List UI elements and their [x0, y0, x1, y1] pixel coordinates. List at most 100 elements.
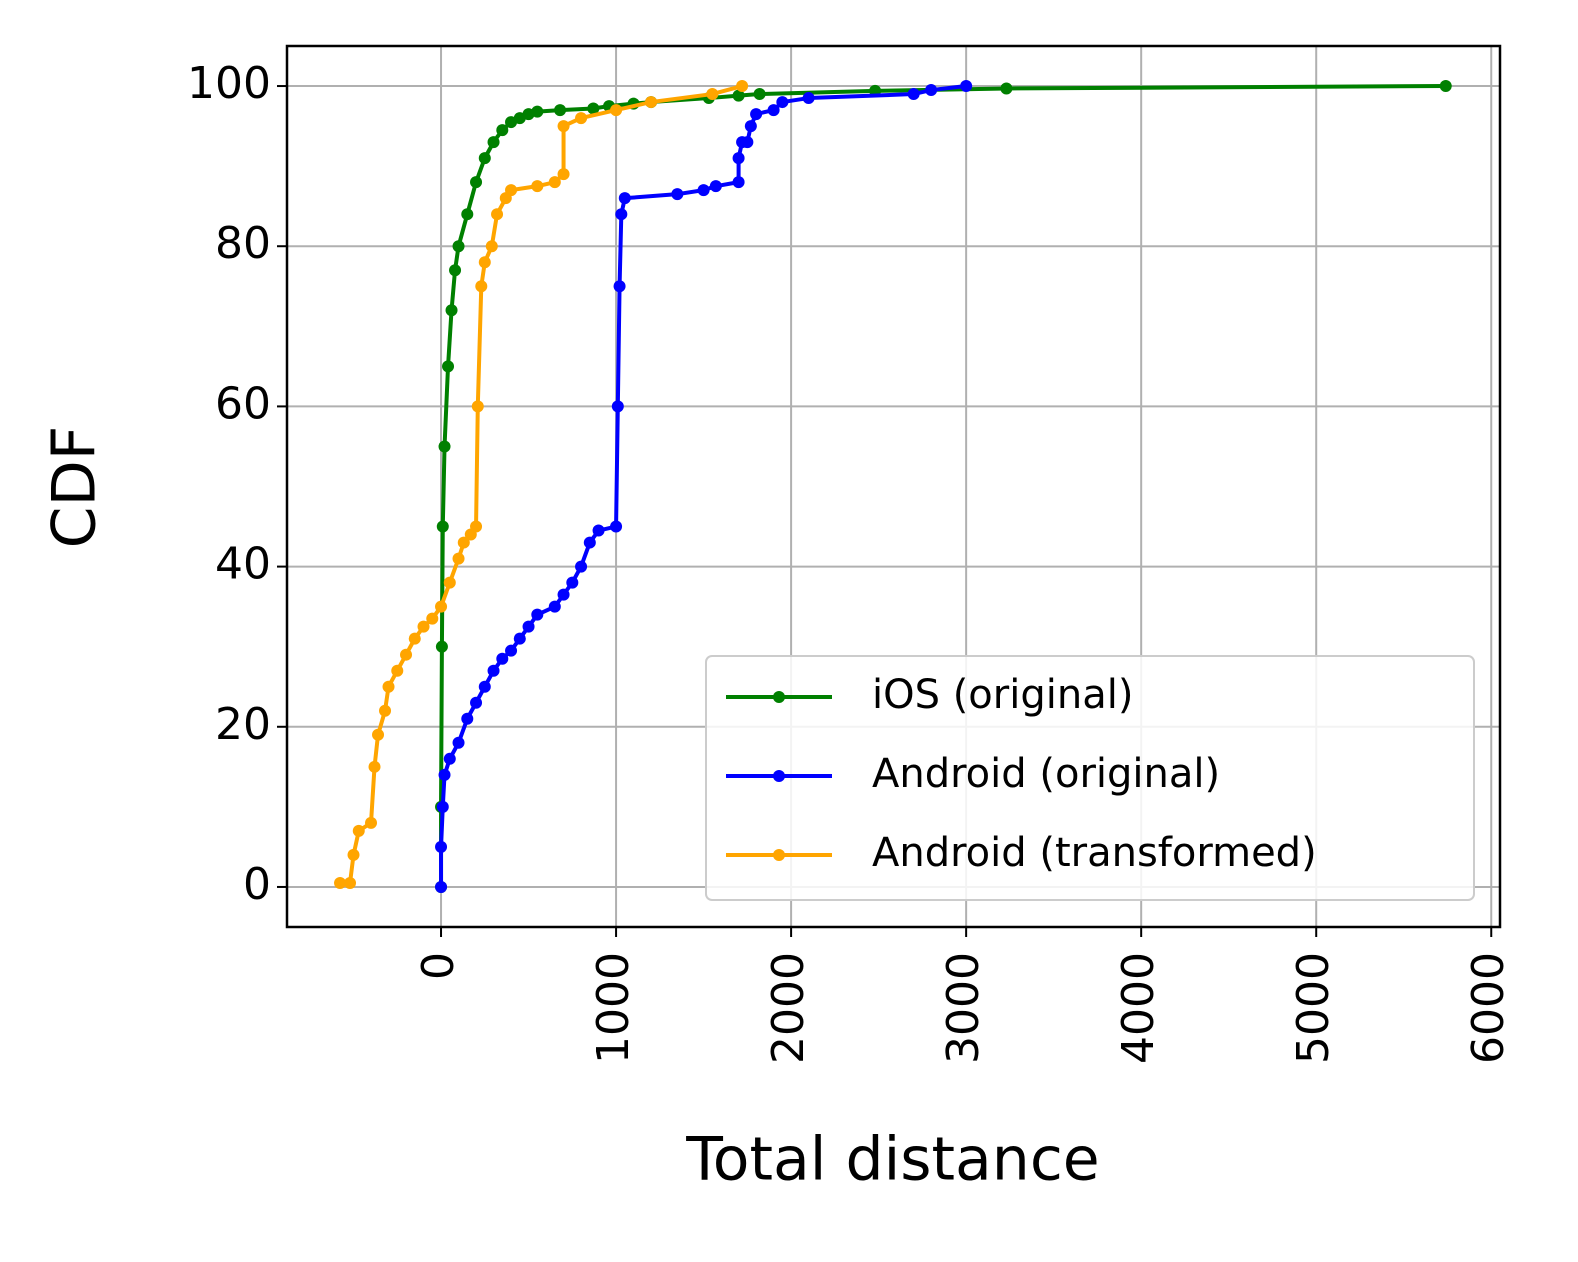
data-point — [744, 120, 757, 133]
data-point — [753, 88, 766, 101]
data-point — [1439, 80, 1452, 93]
data-point — [592, 524, 605, 537]
data-point — [408, 632, 421, 645]
data-point — [505, 184, 518, 197]
y-axis-label: CDF — [40, 426, 110, 549]
data-point — [767, 104, 780, 117]
data-point — [960, 80, 973, 93]
data-point — [452, 552, 465, 565]
data-point — [732, 176, 745, 189]
data-point — [436, 800, 449, 813]
data-point — [478, 152, 491, 165]
data-point — [548, 600, 561, 613]
x-tick-label: 6000 — [1463, 952, 1514, 1064]
data-point — [417, 620, 430, 633]
x-tick-label: 2000 — [763, 952, 814, 1064]
data-point — [471, 400, 484, 413]
data-point — [426, 612, 439, 625]
x-tick-label: 5000 — [1288, 952, 1339, 1064]
data-point — [487, 136, 500, 149]
data-point — [485, 240, 498, 253]
data-point — [436, 520, 449, 533]
data-point — [531, 180, 544, 193]
data-point — [347, 848, 360, 861]
data-point — [435, 640, 448, 653]
y-tick-label: 20 — [215, 699, 271, 750]
data-point — [741, 136, 754, 149]
data-point — [344, 876, 357, 889]
data-point — [610, 520, 623, 533]
x-axis-label: Total distance — [685, 1125, 1099, 1195]
plot-frame — [285, 44, 1502, 929]
data-point — [554, 104, 567, 117]
data-point — [697, 184, 710, 197]
data-point — [352, 824, 365, 837]
data-point — [709, 180, 722, 193]
data-point — [732, 89, 745, 102]
data-point — [732, 152, 745, 165]
y-tick-label: 100 — [187, 58, 271, 109]
data-point — [611, 400, 624, 413]
data-point — [557, 588, 570, 601]
data-point — [435, 880, 448, 893]
data-point — [566, 576, 579, 589]
data-point — [452, 240, 465, 253]
legend-label: Android (original) — [872, 751, 1220, 797]
data-point — [438, 440, 451, 453]
data-point — [618, 192, 631, 205]
data-point — [802, 92, 815, 105]
x-tick-label: 1000 — [588, 952, 639, 1064]
data-point — [449, 264, 462, 277]
legend-label: iOS (original) — [872, 672, 1133, 718]
data-point — [1000, 82, 1013, 95]
y-tick-label: 0 — [243, 859, 271, 910]
data-point — [457, 536, 470, 549]
data-point — [750, 108, 763, 121]
data-line — [340, 84, 743, 885]
legend-marker — [773, 770, 785, 782]
data-point — [382, 680, 395, 693]
y-tick-label: 40 — [215, 539, 271, 590]
data-point — [513, 632, 526, 645]
data-point — [475, 280, 488, 293]
data-point — [496, 124, 509, 137]
x-tick-label: 3000 — [938, 952, 989, 1064]
data-point — [372, 728, 385, 741]
data-point — [496, 652, 509, 665]
x-tick-label: 4000 — [1113, 952, 1164, 1064]
data-point — [925, 84, 938, 97]
data-point — [907, 88, 920, 101]
data-point — [575, 560, 588, 573]
data-point — [435, 840, 448, 853]
data-point — [379, 704, 392, 717]
data-point — [461, 208, 474, 221]
y-tick-label: 60 — [215, 378, 271, 429]
legend-marker — [773, 691, 785, 703]
data-point — [334, 876, 347, 889]
data-point — [391, 664, 404, 677]
data-point — [368, 760, 381, 773]
data-point — [491, 208, 504, 221]
data-point — [587, 102, 600, 115]
data-point — [452, 736, 465, 749]
grid — [287, 46, 1500, 927]
y-tick-label: 80 — [215, 218, 271, 269]
data-point — [470, 176, 483, 189]
data-point — [610, 104, 623, 117]
data-point — [470, 696, 483, 709]
data-point — [438, 768, 451, 781]
data-point — [557, 120, 570, 133]
data-point — [548, 176, 561, 189]
data-point — [400, 648, 413, 661]
legend-label: Android (transformed) — [872, 830, 1317, 876]
data-point — [443, 752, 456, 765]
data-point — [435, 600, 448, 613]
data-point — [478, 680, 491, 693]
data-point — [575, 112, 588, 125]
data-point — [557, 168, 570, 181]
data-point — [531, 105, 544, 118]
data-point — [505, 644, 518, 657]
data-point — [442, 360, 455, 373]
data-point — [443, 576, 456, 589]
